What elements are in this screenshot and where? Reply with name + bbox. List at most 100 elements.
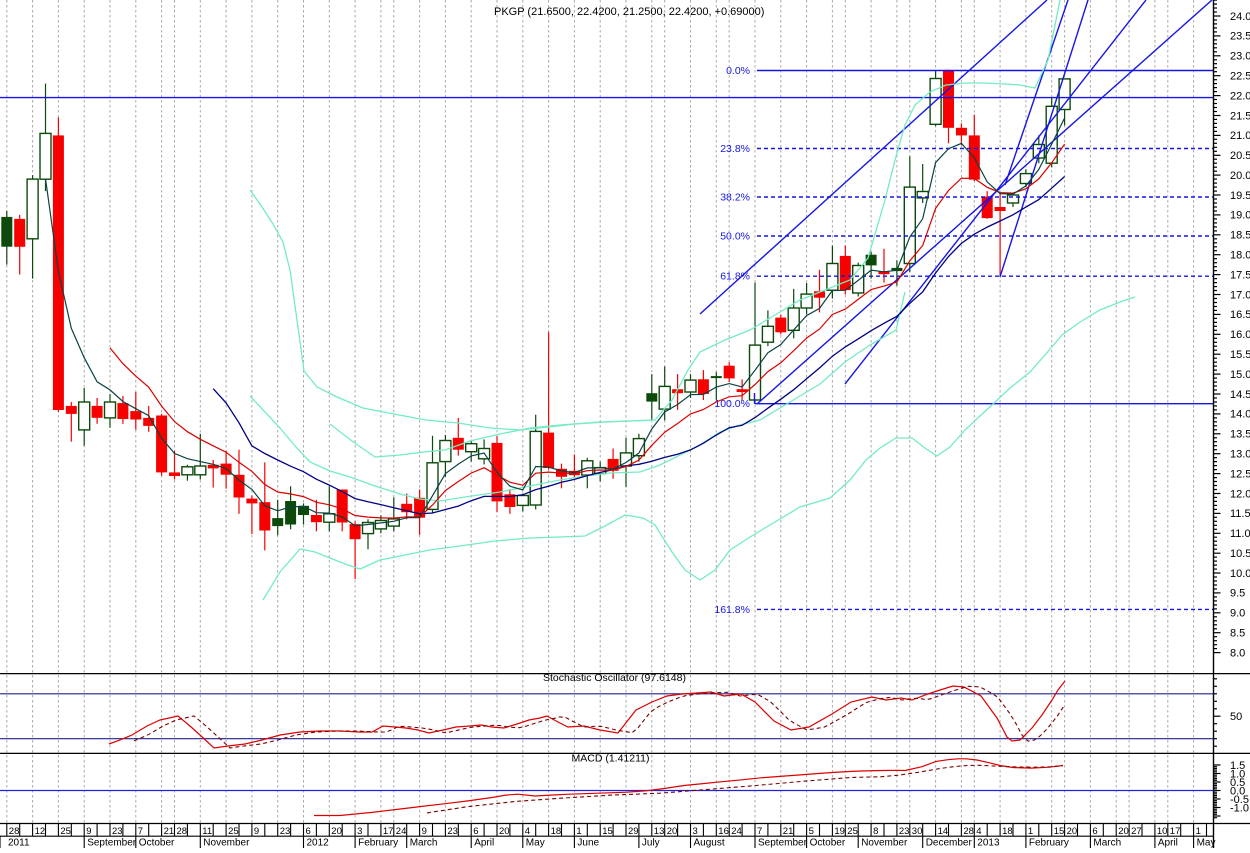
svg-text:23.5: 23.5: [1230, 31, 1250, 43]
svg-text:19.5: 19.5: [1230, 190, 1250, 202]
svg-text:23: 23: [112, 826, 123, 837]
svg-text:April: April: [474, 838, 494, 849]
svg-text:1: 1: [1196, 826, 1201, 837]
svg-text:21: 21: [783, 826, 794, 837]
svg-text:Stochastic Oscillator (97.6148: Stochastic Oscillator (97.6148): [543, 672, 686, 684]
svg-text:May: May: [1197, 838, 1216, 849]
svg-text:11.0: 11.0: [1230, 528, 1250, 540]
svg-text:October: October: [139, 838, 175, 849]
svg-text:23: 23: [899, 826, 910, 837]
svg-text:10.5: 10.5: [1230, 548, 1250, 560]
svg-text:2013: 2013: [977, 838, 1000, 849]
svg-text:20.0: 20.0: [1230, 170, 1250, 182]
svg-text:5: 5: [809, 826, 814, 837]
svg-text:13.0: 13.0: [1230, 449, 1250, 461]
svg-text:21: 21: [164, 826, 175, 837]
svg-text:24.0: 24.0: [1230, 11, 1250, 23]
svg-text:November: November: [861, 838, 908, 849]
svg-text:9: 9: [254, 826, 259, 837]
svg-text:22.0: 22.0: [1230, 90, 1250, 102]
svg-text:23.0: 23.0: [1230, 51, 1250, 63]
svg-text:28: 28: [9, 826, 20, 837]
svg-text:1: 1: [1028, 826, 1033, 837]
svg-text:July: July: [642, 838, 660, 849]
svg-text:9: 9: [422, 826, 427, 837]
svg-text:2012: 2012: [307, 838, 330, 849]
svg-text:11: 11: [202, 826, 212, 837]
svg-text:1: 1: [576, 826, 581, 837]
svg-text:100.0%: 100.0%: [714, 398, 750, 410]
svg-text:10: 10: [1157, 826, 1168, 837]
svg-text:9: 9: [86, 826, 91, 837]
svg-text:61.8%: 61.8%: [720, 271, 750, 283]
svg-text:20: 20: [1067, 826, 1078, 837]
svg-text:20: 20: [667, 826, 678, 837]
svg-text:25: 25: [847, 826, 858, 837]
svg-text:20.5: 20.5: [1230, 150, 1250, 162]
svg-text:15: 15: [1054, 826, 1065, 837]
svg-text:13: 13: [654, 826, 665, 837]
svg-text:0.5: 0.5: [1230, 777, 1245, 789]
svg-text:15.5: 15.5: [1230, 349, 1250, 361]
svg-text:4: 4: [976, 826, 981, 837]
svg-text:2011: 2011: [8, 838, 30, 849]
svg-text:7: 7: [757, 826, 762, 837]
svg-text:21.5: 21.5: [1230, 110, 1250, 122]
svg-text:161.8%: 161.8%: [714, 604, 750, 616]
svg-text:29: 29: [628, 826, 639, 837]
svg-text:17.5: 17.5: [1230, 269, 1250, 281]
svg-text:September: September: [87, 838, 137, 849]
svg-text:23: 23: [280, 826, 291, 837]
svg-text:9.5: 9.5: [1230, 588, 1245, 600]
svg-text:19: 19: [834, 826, 845, 837]
svg-text:1.0: 1.0: [1230, 768, 1245, 780]
svg-text:23.8%: 23.8%: [720, 143, 750, 155]
svg-text:14.5: 14.5: [1230, 389, 1250, 401]
svg-text:8.5: 8.5: [1230, 628, 1245, 640]
svg-text:0.0%: 0.0%: [726, 65, 750, 77]
svg-text:17.0: 17.0: [1230, 289, 1250, 301]
svg-text:20: 20: [331, 826, 342, 837]
svg-text:4: 4: [525, 826, 530, 837]
svg-text:February: February: [358, 838, 398, 849]
svg-text:30: 30: [912, 826, 923, 837]
svg-text:3: 3: [357, 826, 362, 837]
svg-text:MACD (1.41211): MACD (1.41211): [572, 753, 650, 765]
svg-text:27: 27: [1131, 826, 1142, 837]
svg-text:24: 24: [731, 826, 742, 837]
svg-text:21.0: 21.0: [1230, 130, 1250, 142]
svg-text:50: 50: [1230, 711, 1242, 723]
svg-text:28: 28: [963, 826, 974, 837]
svg-text:-1.0: -1.0: [1230, 802, 1249, 814]
svg-text:16.5: 16.5: [1230, 309, 1250, 321]
svg-text:23: 23: [447, 826, 458, 837]
svg-text:6: 6: [473, 826, 478, 837]
svg-text:25: 25: [228, 826, 239, 837]
svg-text:April: April: [1158, 838, 1178, 849]
svg-text:0.0: 0.0: [1230, 785, 1245, 797]
svg-text:20: 20: [499, 826, 510, 837]
svg-text:PKGP (21.6500, 22.4200, 21.250: PKGP (21.6500, 22.4200, 21.2500, 22.4200…: [494, 6, 764, 18]
svg-text:16.0: 16.0: [1230, 329, 1250, 341]
svg-text:June: June: [577, 838, 599, 849]
svg-text:October: October: [810, 838, 846, 849]
svg-text:1.5: 1.5: [1230, 760, 1245, 772]
svg-text:14: 14: [938, 826, 949, 837]
svg-text:18: 18: [551, 826, 562, 837]
svg-text:16: 16: [718, 826, 729, 837]
svg-text:28: 28: [177, 826, 188, 837]
svg-text:6: 6: [1092, 826, 1097, 837]
svg-text:14.0: 14.0: [1230, 409, 1250, 421]
svg-text:15: 15: [602, 826, 613, 837]
svg-text:17: 17: [1170, 826, 1181, 837]
svg-text:18: 18: [1002, 826, 1013, 837]
svg-text:12.5: 12.5: [1230, 468, 1250, 480]
svg-text:6: 6: [306, 826, 311, 837]
svg-text:19.0: 19.0: [1230, 210, 1250, 222]
svg-text:10.0: 10.0: [1230, 568, 1250, 580]
svg-text:50.0%: 50.0%: [720, 231, 750, 243]
svg-text:December: December: [926, 838, 973, 849]
svg-text:18.5: 18.5: [1230, 230, 1250, 242]
svg-text:8: 8: [873, 826, 878, 837]
svg-text:3: 3: [693, 826, 698, 837]
